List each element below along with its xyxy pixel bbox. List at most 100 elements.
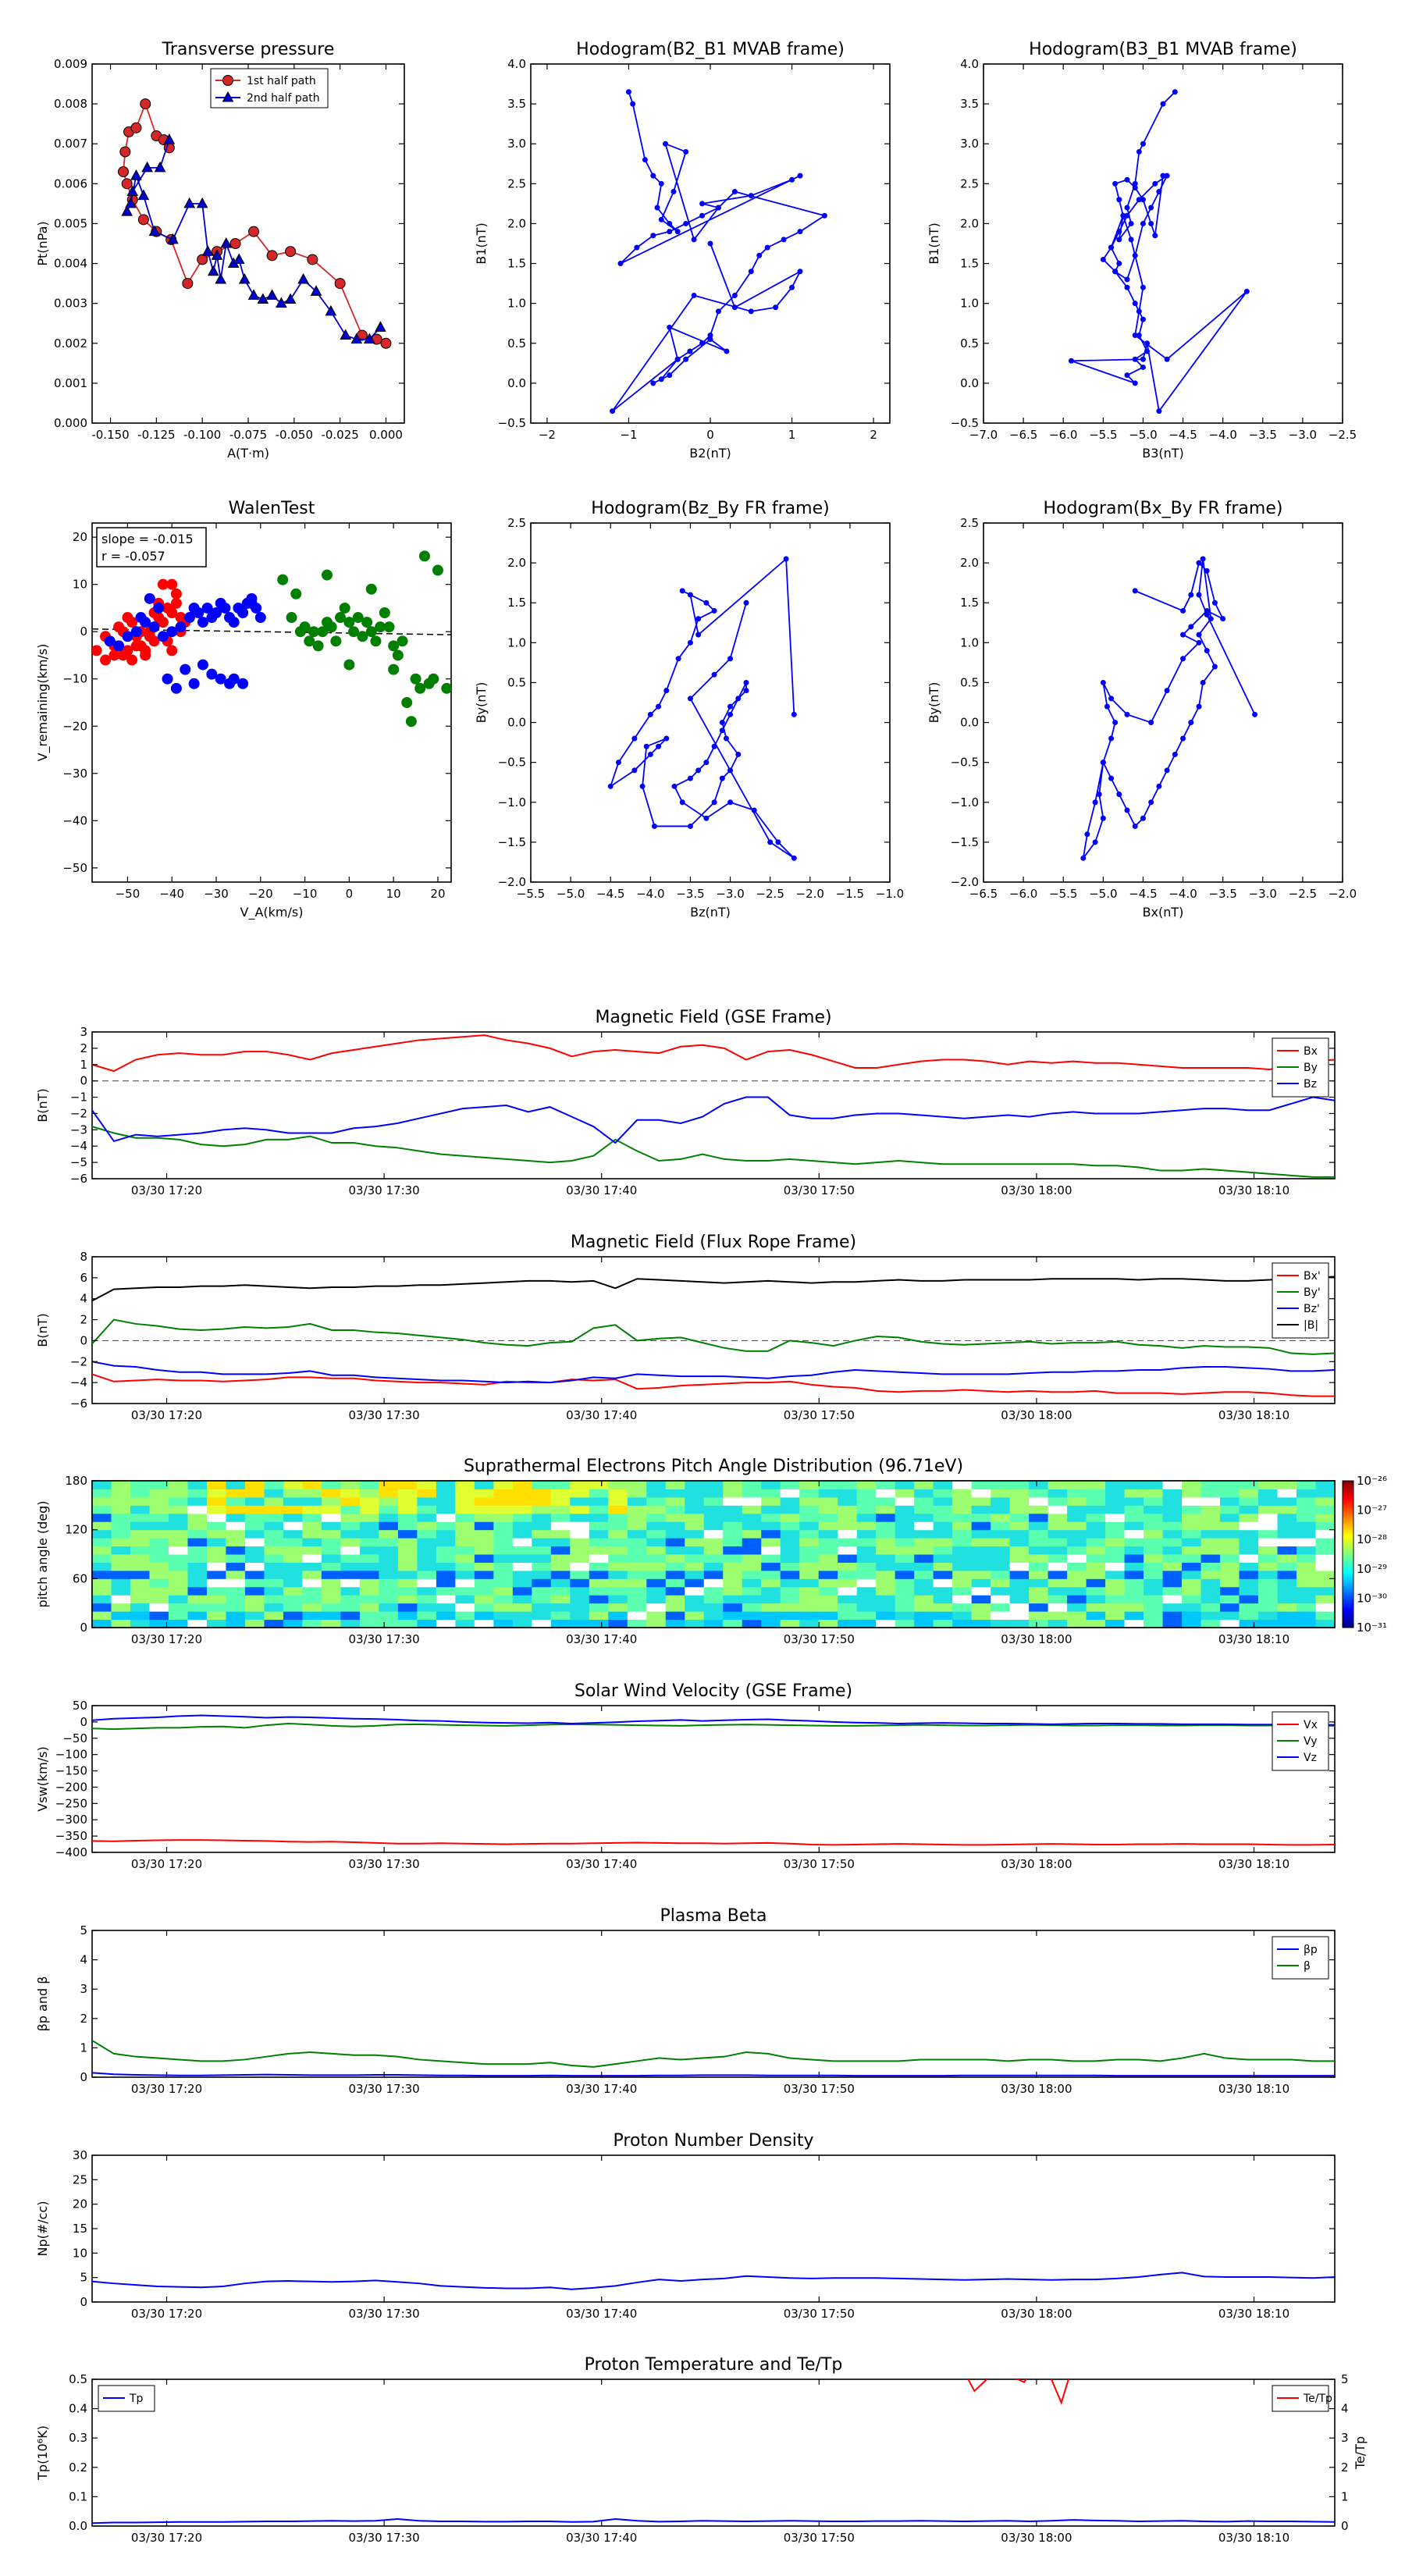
heatmap-cell: [550, 1489, 571, 1498]
heatmap-cell: [379, 1546, 399, 1555]
heatmap-cell: [914, 1562, 934, 1571]
heatmap-cell: [1162, 1513, 1183, 1522]
heatmap-cell: [952, 1505, 973, 1514]
y-tick-label: −0.5: [951, 756, 979, 770]
heatmap-cell: [1182, 1570, 1202, 1579]
heatmap-cell: [1124, 1538, 1144, 1547]
heatmap-cell: [780, 1521, 800, 1531]
y-tick-label: −2.0: [498, 875, 526, 889]
heatmap-cell: [1029, 1603, 1049, 1612]
heatmap-cell: [665, 1505, 685, 1514]
heatmap-cell: [149, 1562, 169, 1571]
heatmap-cell: [608, 1529, 628, 1539]
heatmap-cell: [1297, 1619, 1317, 1628]
heatmap-cell: [895, 1529, 915, 1539]
data-point: [1180, 632, 1186, 638]
data-point: [727, 767, 734, 774]
heatmap-cell: [226, 1505, 246, 1514]
heatmap-cell: [168, 1578, 188, 1588]
heatmap-cell: [933, 1586, 953, 1596]
heatmap-cell: [761, 1489, 781, 1498]
heatmap-cell: [570, 1603, 590, 1612]
y-tick-label: 0.006: [54, 176, 87, 190]
data-point: [1132, 823, 1138, 829]
data-point: [104, 635, 116, 647]
heatmap-cell: [1162, 1578, 1183, 1588]
heatmap-cell: [359, 1562, 379, 1571]
data-point: [650, 233, 656, 239]
plot-area: [92, 1034, 1335, 1178]
data-point: [122, 631, 133, 642]
heatmap-cell: [493, 1586, 514, 1596]
heatmap-cell: [895, 1546, 915, 1555]
heatmap-cell: [1258, 1546, 1279, 1555]
heatmap-cell: [474, 1521, 494, 1531]
data-point: [321, 569, 333, 581]
heatmap-cell: [933, 1513, 953, 1522]
x-tick-label: 03/30 18:10: [1218, 2531, 1289, 2545]
heatmap-cell: [991, 1586, 1011, 1596]
data-point: [667, 220, 673, 226]
heatmap-cell: [761, 1562, 781, 1571]
heatmap-cell: [264, 1611, 284, 1621]
data-point: [277, 574, 289, 585]
data-point: [405, 716, 417, 728]
heatmap-cell: [1239, 1611, 1259, 1621]
data-point: [1116, 197, 1122, 203]
data-point: [1116, 229, 1122, 235]
heatmap-cell: [1086, 1529, 1106, 1539]
heatmap-cell: [971, 1489, 991, 1498]
heatmap-cell: [1200, 1570, 1221, 1579]
heatmap-cell: [856, 1505, 877, 1514]
heatmap-cell: [1029, 1595, 1049, 1604]
data-point: [248, 226, 260, 237]
plot-area: [92, 2040, 1335, 2077]
data-point: [330, 635, 342, 647]
heatmap-cell: [1182, 1554, 1202, 1563]
colorbar-tick-label: 10⁻³⁰: [1357, 1591, 1387, 1605]
heatmap-cell: [532, 1578, 552, 1588]
heatmap-cell: [244, 1611, 265, 1621]
heatmap-cell: [723, 1481, 743, 1489]
y-tick-label: 0.5: [960, 336, 979, 350]
heatmap-cell: [1048, 1505, 1068, 1514]
data-point: [1148, 220, 1154, 226]
y-tick-label: 1.5: [960, 596, 979, 610]
heatmap-cell: [1009, 1546, 1030, 1555]
data-point: [141, 161, 153, 173]
y-tick-label: 1.5: [507, 257, 526, 271]
heatmap-cell: [1067, 1619, 1087, 1628]
data-point: [392, 649, 404, 661]
heatmap-cell: [1029, 1529, 1049, 1539]
heatmap-cell: [914, 1554, 934, 1563]
x-tick-label: -0.125: [137, 428, 175, 442]
series-1: [121, 133, 386, 344]
data-point: [257, 293, 269, 304]
heatmap-cell: [1144, 1521, 1164, 1531]
y-tick-label: 0.0: [960, 376, 979, 390]
heatmap-cell: [397, 1611, 418, 1621]
heatmap-cell: [971, 1595, 991, 1604]
heatmap-cell: [761, 1578, 781, 1588]
y-tick-label: 2.5: [960, 516, 979, 530]
data-point: [724, 348, 730, 354]
heatmap-cell: [1086, 1521, 1106, 1531]
heatmap-cell: [799, 1505, 820, 1514]
heatmap-cell: [876, 1595, 896, 1604]
heatmap-cell: [1277, 1496, 1297, 1506]
heatmap-cell: [1124, 1603, 1144, 1612]
data-point: [197, 254, 208, 265]
heatmap-cell: [1239, 1505, 1259, 1514]
heatmap-cell: [417, 1505, 437, 1514]
x-tick-label: −4.5: [1168, 428, 1197, 442]
heatmap-cell: [532, 1611, 552, 1621]
heatmap-cell: [627, 1554, 647, 1563]
heatmap-cell: [703, 1595, 724, 1604]
legend-label: Vy: [1304, 1735, 1318, 1748]
series-0: [92, 2072, 1335, 2077]
heatmap-cell: [436, 1562, 456, 1571]
data-point: [285, 246, 297, 258]
heatmap-cell: [321, 1513, 341, 1522]
data-point: [201, 602, 213, 614]
data-point: [121, 205, 133, 216]
